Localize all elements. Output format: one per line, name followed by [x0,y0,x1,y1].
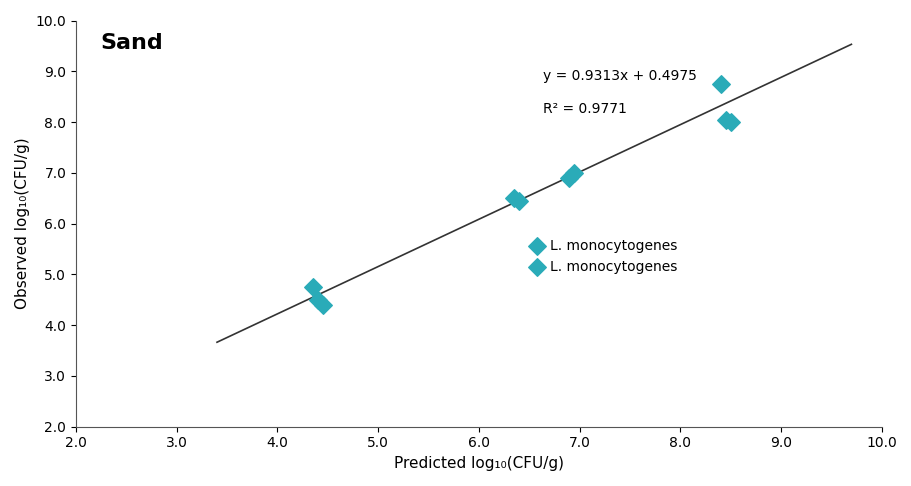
L. monocytogenes [305,283,320,291]
L. monocytogenes [511,197,526,205]
L. monocytogenes [567,169,581,177]
L. monocytogenes [310,296,324,304]
Text: Sand: Sand [100,33,163,52]
L. monocytogenes [507,194,521,202]
L. monocytogenes [718,116,732,123]
L. monocytogenes [712,80,727,88]
L. monocytogenes [561,174,576,182]
Text: R² = 0.9771: R² = 0.9771 [543,102,627,116]
Y-axis label: Observed log₁₀(CFU/g): Observed log₁₀(CFU/g) [15,138,30,310]
X-axis label: Predicted log₁₀(CFU/g): Predicted log₁₀(CFU/g) [394,456,563,471]
L. monocytogenes [722,118,737,126]
Legend: L. monocytogenes, L. monocytogenes: L. monocytogenes, L. monocytogenes [526,233,681,279]
Text: y = 0.9313x + 0.4975: y = 0.9313x + 0.4975 [543,69,696,83]
L. monocytogenes [315,301,330,309]
